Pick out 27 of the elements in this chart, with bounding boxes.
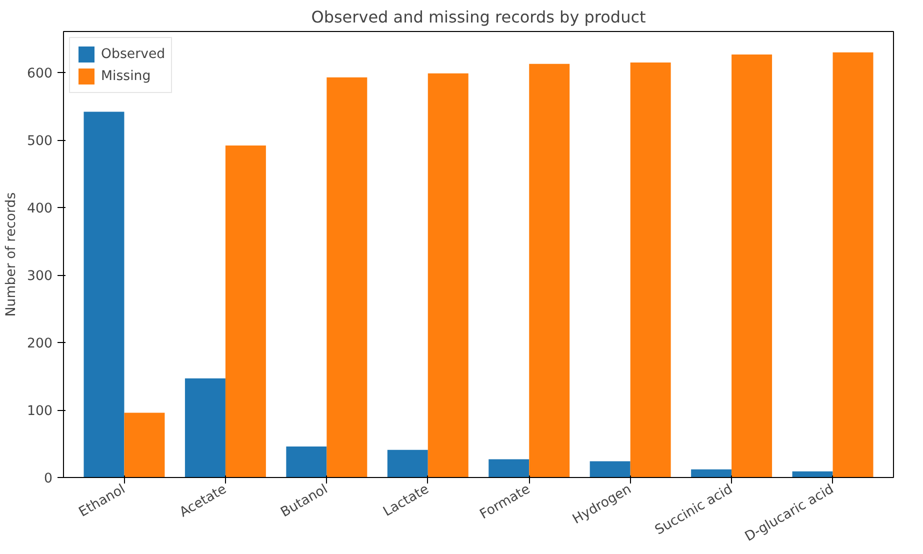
bar <box>124 412 165 478</box>
y-tick-label: 0 <box>44 472 53 486</box>
bar <box>691 469 732 478</box>
bar <box>387 450 428 478</box>
y-tick-label: 400 <box>27 202 53 217</box>
bar <box>630 62 671 478</box>
chart-title: Observed and missing records by product <box>311 8 646 26</box>
bar <box>225 146 266 478</box>
bar <box>428 73 468 478</box>
bar <box>529 64 570 478</box>
bar <box>286 446 327 478</box>
y-tick-label: 600 <box>27 66 53 82</box>
bar <box>732 54 772 478</box>
y-tick-label: 200 <box>27 336 53 352</box>
bar <box>326 77 368 478</box>
bar <box>590 461 630 478</box>
legend-label: Observed <box>101 46 166 62</box>
bar <box>488 459 530 478</box>
y-tick-label: 100 <box>27 404 53 420</box>
bar <box>832 52 874 478</box>
bar <box>792 471 833 478</box>
legend-label: Missing <box>101 68 151 84</box>
y-axis-title: Number of records <box>4 192 20 317</box>
bar <box>84 112 124 478</box>
y-tick-label: 300 <box>27 269 53 284</box>
y-tick-label: 500 <box>27 134 53 150</box>
bar <box>184 378 226 478</box>
